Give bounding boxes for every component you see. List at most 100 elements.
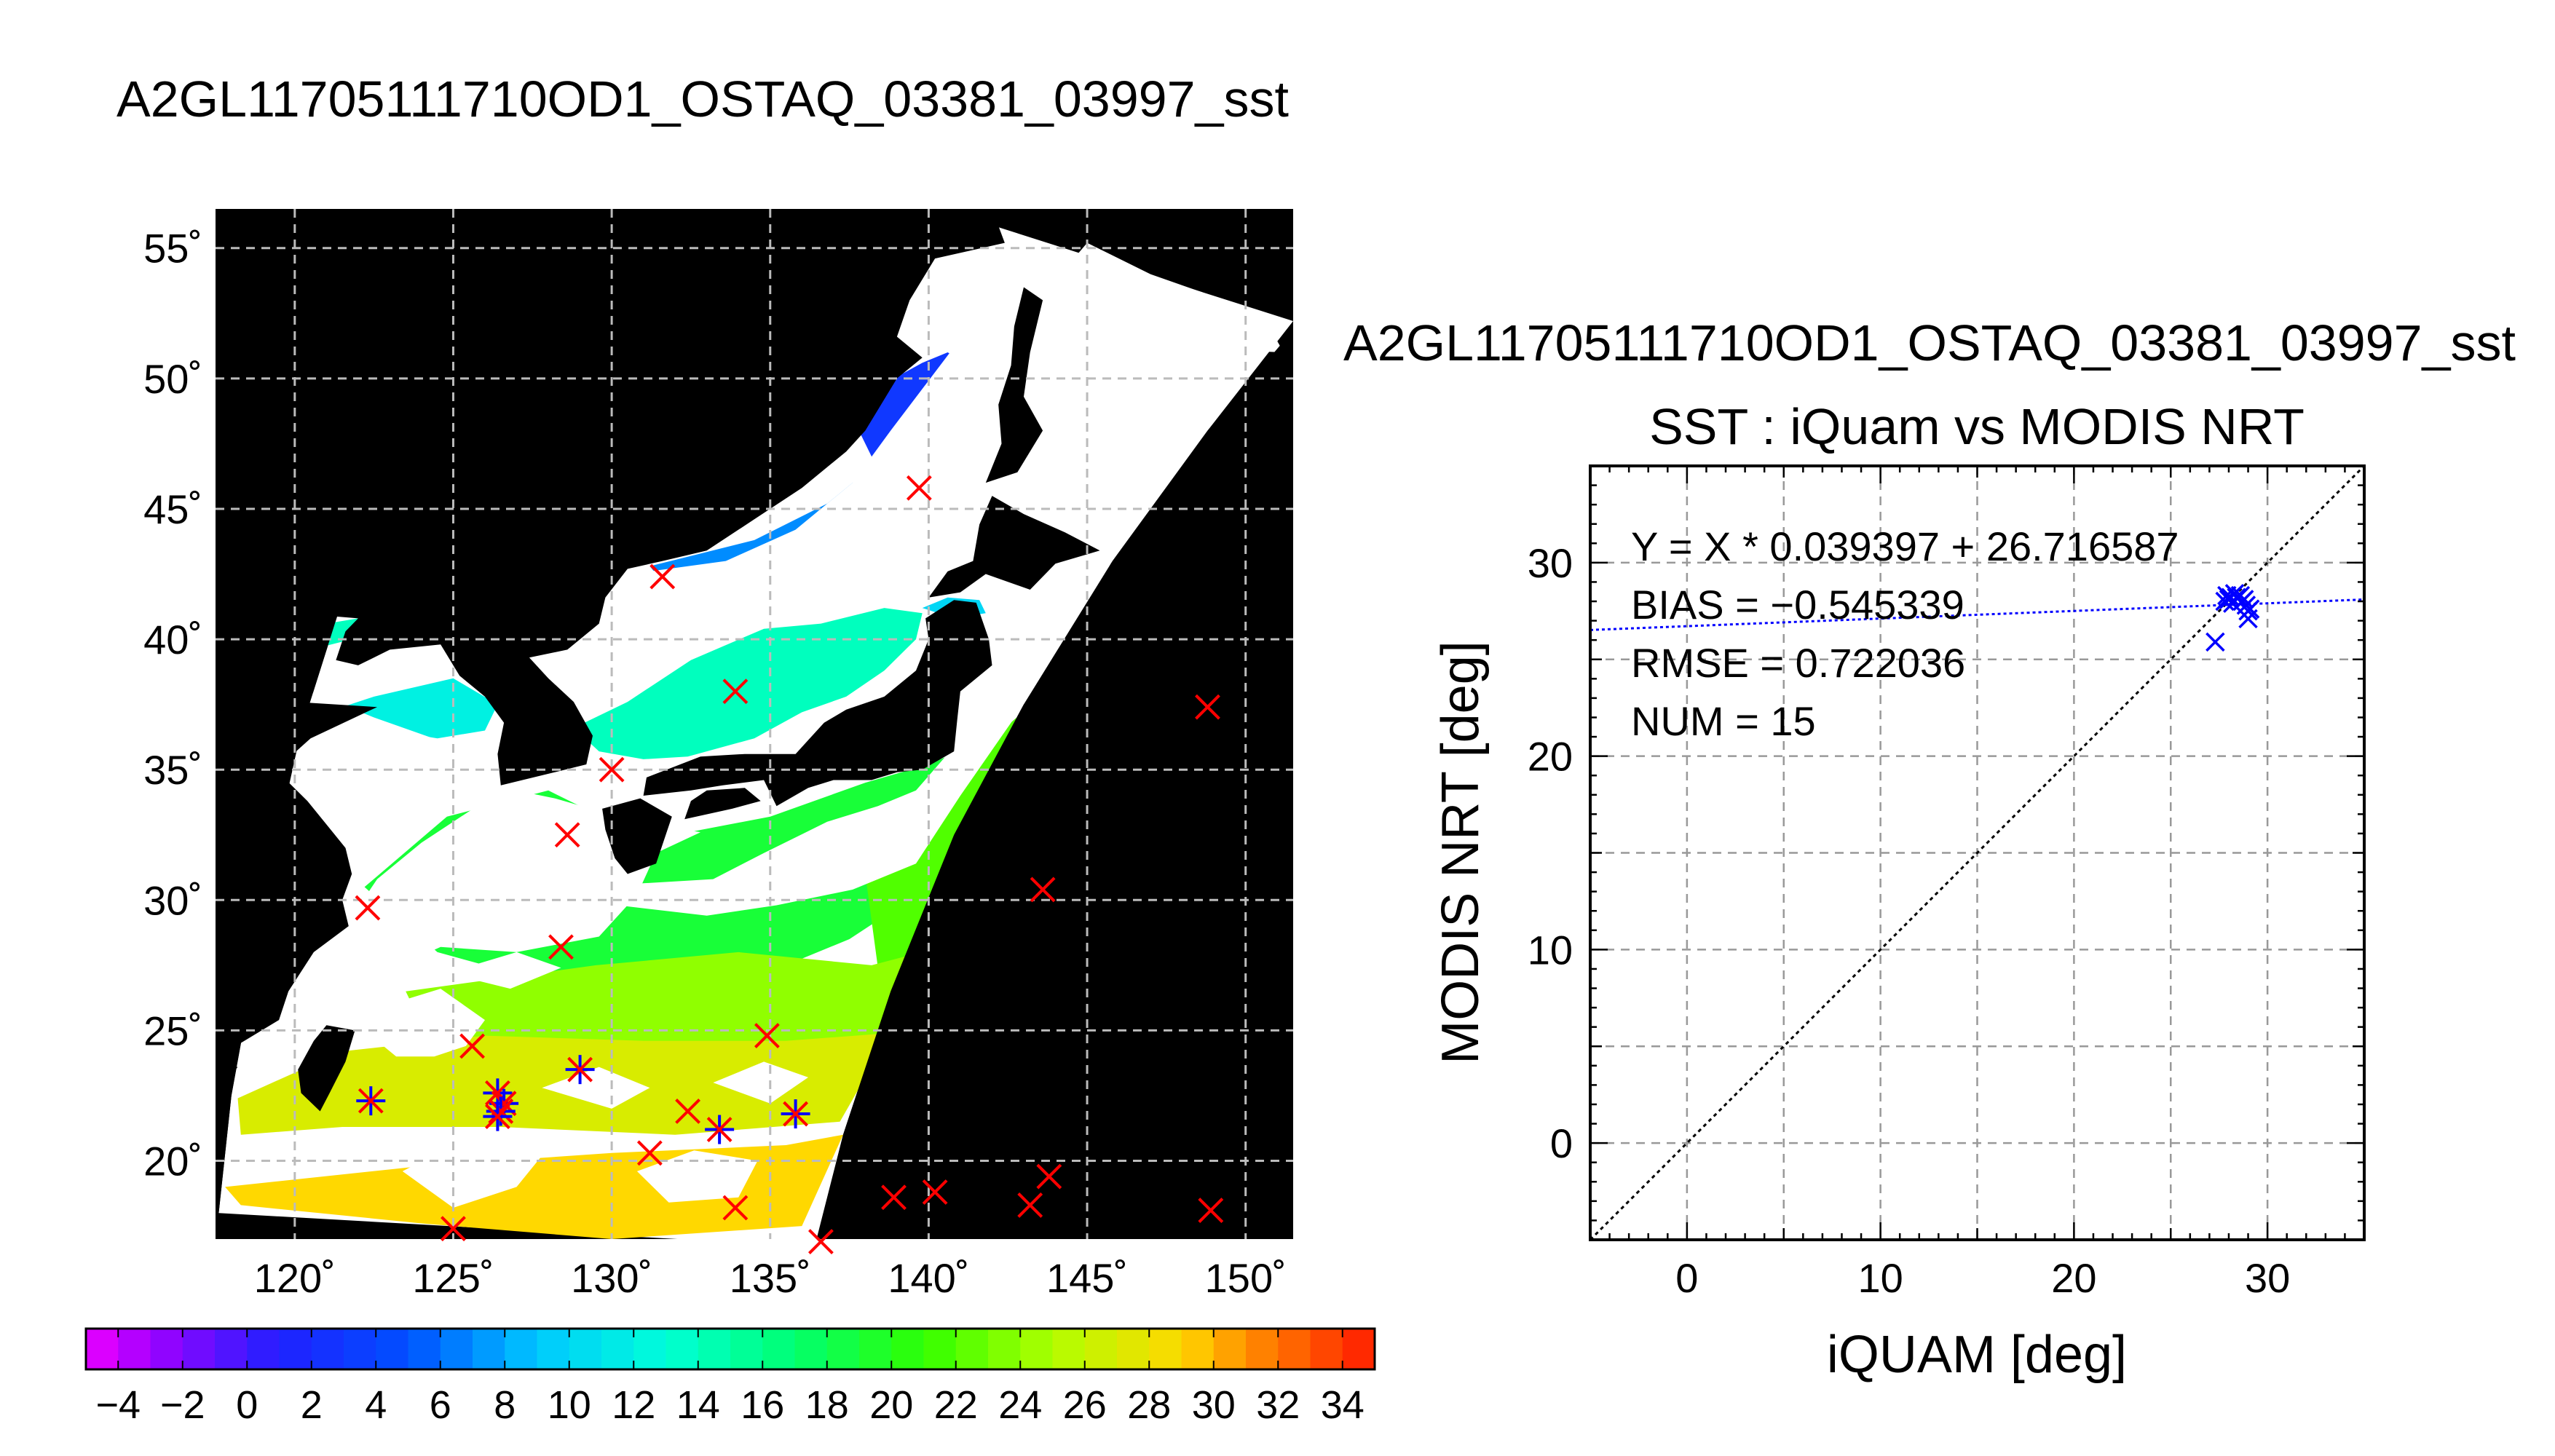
map-gridlines bbox=[216, 209, 1293, 1239]
scatter-point bbox=[2205, 632, 2225, 652]
buoy-x-stroke bbox=[1195, 694, 1220, 720]
cloud-southern-cloud-d bbox=[713, 1061, 808, 1104]
buoy-marker bbox=[675, 1099, 701, 1124]
sst-region-japan-sea-south bbox=[573, 608, 923, 759]
matched-buoy-marker bbox=[565, 1055, 595, 1085]
scatter-point bbox=[2238, 609, 2258, 629]
colorbar-segment bbox=[408, 1329, 441, 1369]
colorbar-segment bbox=[923, 1329, 957, 1369]
buoy-x-stroke bbox=[355, 895, 381, 921]
fit-statistics: Y = X * 0.039397 + 26.716587 BIAS = −0.5… bbox=[1631, 523, 2179, 744]
colorbar-segment bbox=[859, 1329, 893, 1369]
colorbar-tick-label: −2 bbox=[160, 1383, 205, 1427]
land-hokkaido bbox=[928, 496, 1100, 598]
map-x-tick-label: 120˚ bbox=[254, 1255, 336, 1301]
cloud-southern-cloud-b bbox=[636, 1150, 758, 1203]
colorbar-segment bbox=[505, 1329, 538, 1369]
colorbar-segment bbox=[1213, 1329, 1247, 1369]
buoy-x-stroke bbox=[441, 1216, 466, 1242]
colorbar-segment bbox=[215, 1329, 248, 1369]
scatter-point bbox=[2215, 591, 2235, 612]
buoy-marker bbox=[722, 1195, 749, 1221]
colorbar-segment bbox=[247, 1329, 280, 1369]
colorbar-tick-label: −4 bbox=[95, 1383, 141, 1427]
colorbar-segment bbox=[279, 1329, 312, 1369]
sst-map-panel: 120˚ 125˚ 130˚ 135˚ 140˚ 145˚ 150˚ 20˚ 25˚ 30˚ 35… bbox=[143, 209, 1293, 1301]
scatter-point-stroke bbox=[2205, 632, 2225, 652]
buoy-x-stroke bbox=[554, 822, 580, 848]
scatter-x-tick-label: 20 bbox=[2051, 1255, 2096, 1301]
buoy-marker bbox=[1195, 694, 1220, 720]
buoy-marker bbox=[1036, 1163, 1062, 1190]
scatter-title: A2GL11705111710OD1_OSTAQ_03381_03997_sst bbox=[1343, 314, 2516, 371]
colorbar-segment bbox=[794, 1329, 828, 1369]
buoy-marker bbox=[554, 822, 580, 848]
colorbar-segment bbox=[1149, 1329, 1182, 1369]
scatter-point bbox=[2234, 590, 2254, 609]
buoy-x-stroke bbox=[484, 1104, 510, 1130]
bias-value: BIAS = −0.545339 bbox=[1631, 582, 1964, 628]
buoy-marker bbox=[922, 1179, 948, 1205]
colorbar-segment bbox=[730, 1329, 764, 1369]
buoy-x-stroke bbox=[722, 678, 749, 705]
colorbar-tick-label: 8 bbox=[494, 1383, 516, 1427]
map-y-tick-label: 45˚ bbox=[143, 486, 202, 532]
colorbar-tick-label: 2 bbox=[301, 1383, 323, 1427]
colorbar-segment bbox=[601, 1329, 635, 1369]
colorbar-tick-label: 28 bbox=[1127, 1383, 1171, 1427]
buoy-marker bbox=[548, 934, 574, 960]
buoy-marker bbox=[441, 1216, 466, 1242]
outside-swath-east bbox=[818, 330, 1293, 1239]
matched-buoy-marker bbox=[356, 1086, 386, 1116]
land-sakhalin bbox=[985, 287, 1043, 483]
buoy-x-stroke bbox=[1030, 877, 1056, 903]
map-x-tick-label: 125˚ bbox=[412, 1255, 494, 1301]
colorbar-segment bbox=[1246, 1329, 1279, 1369]
colorbar-tick-label: 0 bbox=[236, 1383, 258, 1427]
buoy-x-stroke bbox=[675, 1099, 701, 1124]
buoy-marker bbox=[1017, 1192, 1043, 1218]
colorbar-tick-label: 6 bbox=[430, 1383, 451, 1427]
colorbar-tick-label: 12 bbox=[612, 1383, 655, 1427]
rmse-value: RMSE = 0.722036 bbox=[1631, 640, 1965, 686]
buoy-marker bbox=[906, 475, 932, 501]
buoy-marker bbox=[881, 1184, 907, 1211]
buoy-x-stroke bbox=[881, 1184, 907, 1211]
colorbar-tick-label: 26 bbox=[1063, 1383, 1107, 1427]
buoy-marker bbox=[1030, 877, 1056, 903]
map-y-tick-label: 20˚ bbox=[143, 1139, 202, 1184]
buoy-x-stroke bbox=[567, 1056, 593, 1083]
colorbar-segment bbox=[1342, 1329, 1375, 1369]
cloud-kuroshio-cloud bbox=[446, 951, 561, 989]
buoy-x-stroke bbox=[706, 1117, 732, 1142]
scatter-y-tick-label: 30 bbox=[1528, 540, 1573, 586]
colorbar-segment bbox=[440, 1329, 473, 1369]
buoy-x-stroke bbox=[807, 1229, 834, 1254]
scatter-x-tick-label: 30 bbox=[2245, 1255, 2290, 1301]
map-y-tick-label: 40˚ bbox=[143, 617, 202, 662]
colorbar-segment bbox=[891, 1329, 925, 1369]
scatter-y-tick-label: 0 bbox=[1550, 1120, 1573, 1166]
buoy-x-stroke bbox=[1017, 1192, 1043, 1218]
colorbar-tick-label: 10 bbox=[548, 1383, 591, 1427]
land-kyushu bbox=[602, 798, 672, 874]
colorbar-tick-label: 24 bbox=[998, 1383, 1042, 1427]
latitude-axis: 20˚ 25˚ 30˚ 35˚ 40˚ 45˚ 50˚ 55˚ bbox=[143, 226, 202, 1184]
scatter-point-stroke bbox=[2234, 590, 2254, 609]
buoy-x-stroke bbox=[358, 1088, 384, 1114]
colorbar-segment bbox=[569, 1329, 602, 1369]
scatter-point-stroke bbox=[2238, 609, 2258, 629]
map-x-tick-label: 145˚ bbox=[1046, 1255, 1128, 1301]
scatter-x-tick-label: 0 bbox=[1675, 1255, 1698, 1301]
colorbar-tick-label: 20 bbox=[869, 1383, 913, 1427]
colorbar-segment bbox=[1181, 1329, 1215, 1369]
scatter-y-tick-label: 10 bbox=[1528, 927, 1573, 973]
buoy-x-stroke bbox=[636, 1140, 663, 1166]
colorbar-segment bbox=[537, 1329, 570, 1369]
buoy-x-stroke bbox=[1036, 1163, 1062, 1190]
colorbar-tick-label: 14 bbox=[676, 1383, 720, 1427]
colorbar-tick-label: 34 bbox=[1321, 1383, 1365, 1427]
colorbar-segment bbox=[1052, 1329, 1086, 1369]
matched-buoy-marker bbox=[705, 1115, 735, 1144]
cloud-south-china-cloud bbox=[247, 989, 485, 1057]
